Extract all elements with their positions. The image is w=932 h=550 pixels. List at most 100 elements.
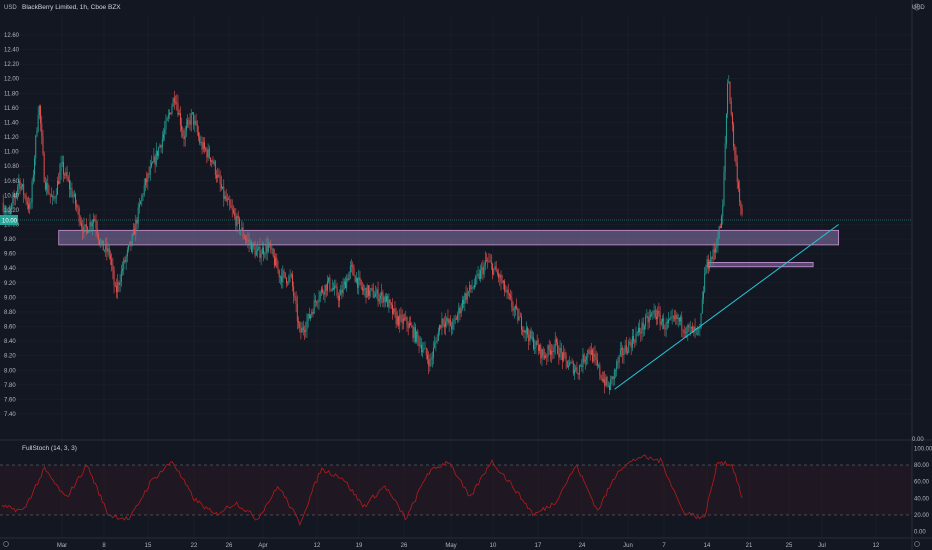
candle-body	[110, 255, 111, 259]
candle-body	[553, 346, 555, 353]
candle-body	[14, 196, 16, 198]
candle-body	[734, 146, 736, 154]
candle-body	[13, 197, 15, 199]
candle-body	[223, 186, 225, 199]
candle-body	[235, 215, 237, 226]
candle-body	[37, 115, 39, 131]
candle-body	[390, 303, 392, 305]
candle-body	[18, 180, 20, 187]
trendline[interactable]	[614, 224, 839, 390]
candle-body	[715, 247, 716, 253]
gear-icon[interactable]	[913, 3, 921, 11]
candle-body	[257, 249, 258, 251]
time-tick-label: 12	[873, 543, 880, 549]
candle-body	[348, 272, 350, 281]
candle-body	[471, 288, 473, 289]
candle-body	[187, 120, 189, 126]
candle-body	[588, 350, 590, 352]
candle-body	[347, 278, 349, 281]
candle-body	[183, 135, 185, 139]
pane-separator-label: 0.00	[912, 437, 924, 443]
zone-rectangle[interactable]	[707, 261, 814, 268]
candle-body	[102, 240, 104, 251]
candle-body	[713, 249, 715, 253]
price-tick-label: 8.40	[4, 339, 16, 345]
time-axis[interactable]: Mar 8 15 22 26 Apr 12 19 26 May 10 17 24 Jun 7 14 21 25 Ju…	[57, 543, 880, 549]
candle-body	[165, 120, 167, 130]
candle-body	[628, 341, 630, 353]
candle-body	[52, 196, 54, 197]
candle-body	[214, 161, 216, 176]
price-tick-label: 11.80	[4, 91, 19, 97]
settings-icon[interactable]	[914, 541, 920, 547]
candle-body	[66, 172, 68, 179]
time-tick-label: Jun	[623, 543, 633, 549]
candle-body	[741, 208, 743, 215]
candle-body	[510, 295, 512, 299]
candle-body	[46, 182, 48, 190]
candle-body	[463, 299, 465, 304]
candle-body	[466, 292, 468, 300]
candle-body	[539, 344, 541, 351]
candle-body	[484, 260, 486, 265]
candle-body	[96, 228, 98, 235]
trendline-layer[interactable]	[614, 224, 839, 390]
candle-body	[23, 184, 25, 195]
candle-body	[160, 145, 162, 148]
candle-body	[682, 329, 684, 331]
candle-body	[265, 244, 267, 255]
candle-body	[676, 314, 678, 320]
candle-body	[259, 246, 261, 258]
candle-body	[290, 274, 292, 276]
candle-body	[474, 285, 475, 288]
candle-body	[36, 130, 38, 136]
candle-body	[88, 230, 90, 233]
candle-body	[252, 243, 254, 253]
candle-body	[401, 315, 403, 324]
candle-body	[169, 112, 170, 115]
candle-body	[648, 316, 650, 323]
price-tick-label: 10.40	[4, 193, 20, 199]
candle-body	[318, 298, 320, 303]
candle-body	[91, 223, 93, 227]
candle-body	[633, 336, 635, 341]
candle-body	[478, 273, 480, 279]
candle-body	[435, 340, 437, 344]
timezone-icon[interactable]	[3, 541, 9, 547]
candle-body	[294, 295, 296, 298]
candle-body	[665, 322, 667, 330]
candle-body	[279, 276, 281, 278]
candle-body	[295, 297, 297, 304]
candle-body	[210, 157, 211, 162]
zone-rectangle[interactable]	[58, 229, 840, 246]
candle-body	[400, 314, 402, 316]
indicator-axis[interactable]: 100.00 80.00 60.00 40.00 20.00 0.00	[914, 446, 932, 535]
candle-body	[370, 288, 372, 291]
candle-body	[158, 147, 160, 156]
candle-body	[144, 178, 146, 186]
candle-body	[729, 81, 731, 102]
candle-body	[490, 261, 492, 264]
candle-body	[458, 307, 460, 315]
candle-body	[237, 215, 239, 219]
candle-body	[660, 321, 662, 325]
candle-body	[247, 240, 249, 241]
candle-body	[107, 248, 109, 252]
candle-body	[7, 210, 9, 212]
candle-body	[719, 226, 721, 229]
price-axis[interactable]: 12.60 12.40 12.20 12.00 11.80 11.60 11.40 11.20…	[4, 33, 20, 418]
zone-rectangles[interactable]	[58, 229, 840, 268]
candle-body	[521, 316, 522, 330]
candle-body	[664, 328, 666, 330]
candle-body	[198, 132, 199, 137]
candle-body	[207, 149, 209, 158]
candle-body	[260, 254, 262, 258]
candle-body	[481, 267, 483, 271]
candle-body	[5, 211, 7, 213]
candle-body	[717, 238, 719, 247]
candle-body	[283, 271, 285, 273]
candle-body	[342, 284, 344, 294]
candle-body	[229, 199, 231, 205]
